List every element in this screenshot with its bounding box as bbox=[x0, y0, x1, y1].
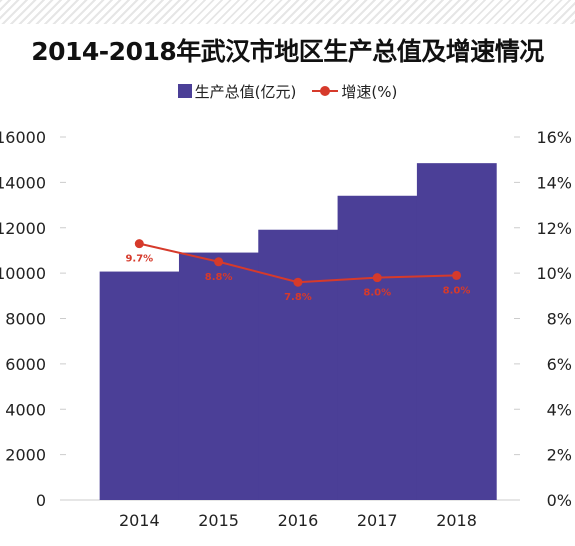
legend-swatch-bar bbox=[177, 84, 192, 98]
growth-data-label: 9.7% bbox=[125, 254, 153, 265]
x-tick-label: 2017 bbox=[357, 511, 398, 530]
bar-2014 bbox=[99, 271, 180, 500]
growth-data-label: 7.8% bbox=[284, 292, 312, 303]
bar-2016 bbox=[258, 229, 339, 500]
x-tick-label: 2014 bbox=[119, 511, 160, 530]
y2-tick-label: 0% bbox=[547, 491, 572, 510]
y-tick-label: 2000 bbox=[5, 446, 46, 465]
y2-tick-label: 10% bbox=[536, 264, 572, 283]
chart-title: 2014-2018年武汉市地区生产总值及增速情况 bbox=[31, 37, 544, 66]
x-tick-label: 2018 bbox=[436, 511, 477, 530]
legend-item-growth: 增速(%) bbox=[312, 81, 397, 102]
legend: 生产总值(亿元) 增速(%) bbox=[0, 80, 575, 102]
x-tick-label: 2016 bbox=[278, 511, 319, 530]
legend-item-gdp: 生产总值(亿元) bbox=[177, 81, 297, 102]
growth-point-2018 bbox=[452, 270, 462, 280]
y-tick-label: 8000 bbox=[5, 310, 46, 329]
decorative-stripe bbox=[0, 0, 575, 24]
bar-2018 bbox=[416, 163, 497, 500]
y-tick-label: 6000 bbox=[5, 355, 46, 374]
y-tick-label: 12000 bbox=[0, 219, 46, 238]
y-tick-label: 0 bbox=[36, 491, 46, 510]
legend-swatch-line bbox=[312, 84, 339, 98]
y2-tick-label: 16% bbox=[536, 128, 572, 147]
growth-point-2015 bbox=[214, 257, 224, 267]
growth-data-label: 8.8% bbox=[205, 272, 233, 283]
y2-tick-label: 2% bbox=[547, 446, 572, 465]
y-tick-label: 16000 bbox=[0, 128, 46, 147]
y2-tick-label: 6% bbox=[547, 355, 572, 374]
y2-tick-label: 14% bbox=[536, 173, 572, 192]
y-tick-label: 4000 bbox=[5, 400, 46, 419]
growth-data-label: 8.0% bbox=[443, 285, 471, 296]
x-tick-label: 2015 bbox=[198, 511, 239, 530]
growth-data-label: 8.0% bbox=[363, 288, 391, 299]
growth-point-2014 bbox=[134, 239, 144, 249]
y2-tick-label: 12% bbox=[536, 219, 572, 238]
bar-2017 bbox=[337, 195, 418, 500]
y2-tick-label: 8% bbox=[547, 310, 572, 329]
y-tick-label: 10000 bbox=[0, 264, 46, 283]
y-tick-label: 14000 bbox=[0, 173, 46, 192]
bar-2015 bbox=[178, 252, 259, 500]
growth-point-2016 bbox=[293, 277, 303, 287]
legend-label-gdp: 生产总值(亿元) bbox=[194, 82, 297, 101]
growth-point-2017 bbox=[372, 273, 382, 283]
legend-label-growth: 增速(%) bbox=[341, 82, 398, 101]
y2-tick-label: 4% bbox=[547, 400, 572, 419]
